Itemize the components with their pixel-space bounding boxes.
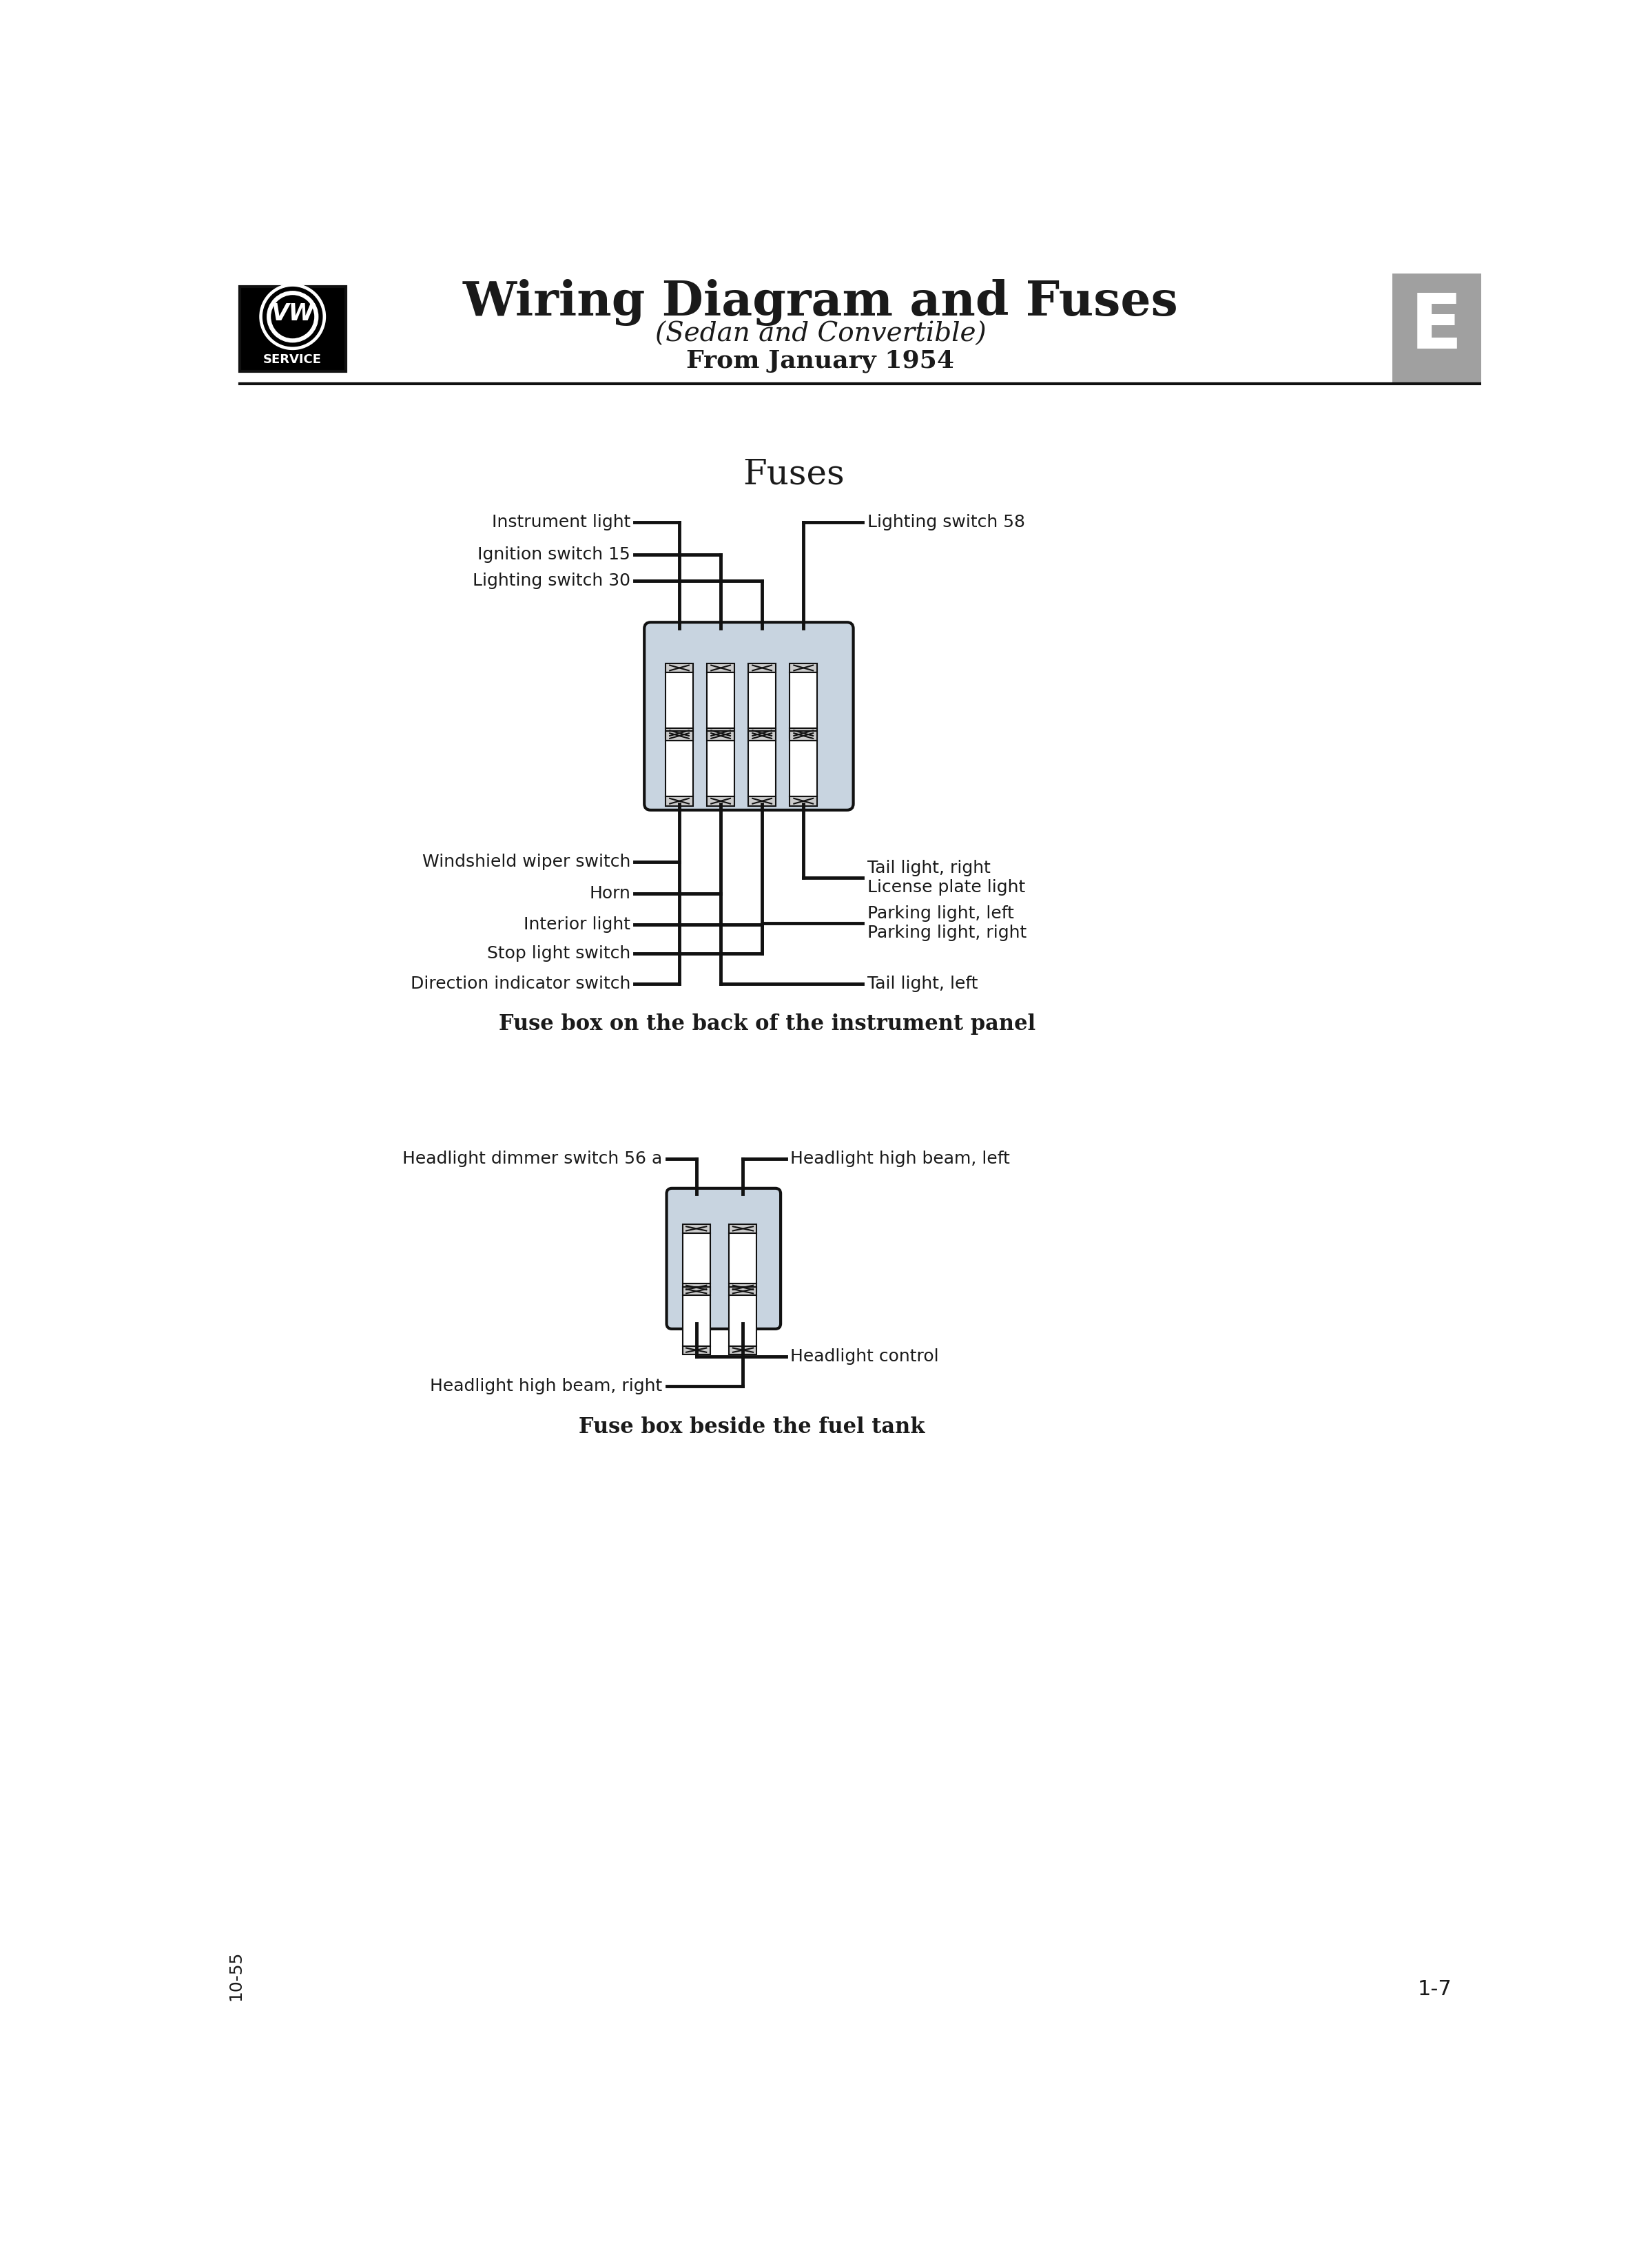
Bar	[239, 286, 345, 372]
Text: E: E	[1411, 290, 1462, 365]
Bar	[706, 742, 734, 796]
Text: Interior light: Interior light	[523, 916, 630, 932]
Text: Direction indicator switch: Direction indicator switch	[411, 975, 630, 993]
Text: Wiring Diagram and Fuses: Wiring Diagram and Fuses	[462, 279, 1178, 327]
Bar	[729, 1345, 757, 1354]
Bar	[749, 728, 776, 737]
Bar	[706, 662, 734, 674]
Bar	[683, 1345, 710, 1354]
Bar	[706, 728, 734, 737]
Bar	[683, 1234, 710, 1284]
Text: Fuse box beside the fuel tank: Fuse box beside the fuel tank	[579, 1415, 924, 1438]
Text: Instrument light: Instrument light	[492, 515, 630, 531]
FancyBboxPatch shape	[644, 621, 853, 810]
Bar	[706, 730, 734, 742]
Text: VW: VW	[271, 302, 314, 324]
Circle shape	[271, 295, 314, 338]
Text: Parking light, left
Parking light, right: Parking light, left Parking light, right	[868, 905, 1026, 941]
Bar	[665, 674, 693, 728]
Bar	[665, 742, 693, 796]
Text: Ignition switch 15: Ignition switch 15	[478, 547, 630, 562]
Bar	[665, 662, 693, 674]
Bar	[790, 742, 817, 796]
Text: Windshield wiper switch: Windshield wiper switch	[422, 853, 630, 871]
Bar	[729, 1284, 757, 1293]
Bar	[706, 796, 734, 805]
Text: Horn: Horn	[589, 885, 630, 903]
Bar	[665, 730, 693, 742]
Circle shape	[259, 284, 325, 349]
Bar	[729, 1234, 757, 1284]
Bar	[749, 662, 776, 674]
Bar	[790, 728, 817, 737]
Text: Headlight dimmer switch 56 a: Headlight dimmer switch 56 a	[403, 1150, 662, 1168]
Text: Lighting switch 30: Lighting switch 30	[474, 572, 630, 590]
Bar	[749, 730, 776, 742]
Bar	[683, 1286, 710, 1295]
Bar	[665, 728, 693, 737]
Bar	[729, 1295, 757, 1345]
Text: 1-7: 1-7	[1417, 1980, 1452, 2000]
Text: Headlight control: Headlight control	[790, 1347, 939, 1365]
Bar	[749, 674, 776, 728]
Text: Lighting switch 58: Lighting switch 58	[868, 515, 1025, 531]
Text: (Sedan and Convertible): (Sedan and Convertible)	[655, 322, 987, 347]
Bar	[749, 796, 776, 805]
Text: Stop light switch: Stop light switch	[487, 946, 630, 962]
Text: Headlight high beam, right: Headlight high beam, right	[431, 1379, 662, 1395]
Bar	[729, 1286, 757, 1295]
Text: Fuse box on the back of the instrument panel: Fuse box on the back of the instrument p…	[498, 1014, 1036, 1034]
Circle shape	[267, 290, 318, 342]
Bar	[683, 1284, 710, 1293]
Bar	[665, 796, 693, 805]
Bar	[790, 662, 817, 674]
Text: Fuses: Fuses	[742, 458, 845, 492]
Text: From January 1954: From January 1954	[686, 349, 954, 372]
Text: Tail light, right
License plate light: Tail light, right License plate light	[868, 860, 1025, 896]
Bar	[729, 1225, 757, 1234]
Circle shape	[262, 288, 322, 347]
Text: Headlight high beam, left: Headlight high beam, left	[790, 1150, 1010, 1168]
FancyBboxPatch shape	[667, 1188, 780, 1329]
Bar	[1393, 272, 1482, 383]
Bar	[790, 674, 817, 728]
Bar	[790, 796, 817, 805]
Text: SERVICE: SERVICE	[264, 354, 322, 365]
Text: 10-55: 10-55	[228, 1950, 244, 2000]
Bar	[683, 1295, 710, 1345]
Bar	[749, 742, 776, 796]
Bar	[790, 730, 817, 742]
Bar	[683, 1225, 710, 1234]
Bar	[706, 674, 734, 728]
Text: Tail light, left: Tail light, left	[868, 975, 978, 993]
